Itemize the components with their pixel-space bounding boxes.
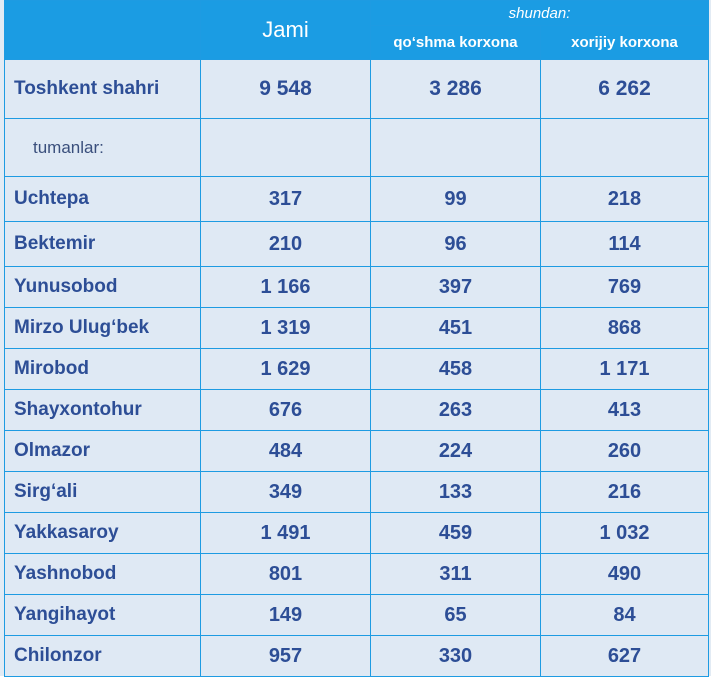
cell-qoshma: 96 (370, 221, 541, 267)
enterprises-table: Jami shundan: qo‘shma korxona xorijiy ko… (4, 0, 710, 677)
cell-xorijiy: 769 (539, 266, 710, 308)
row-name: Uchtepa (4, 176, 201, 222)
cell-xorijiy: 627 (539, 635, 710, 677)
cell-qoshma: 311 (370, 553, 541, 595)
row-name: Yunusobod (4, 266, 201, 308)
row-name: Bektemir (4, 221, 201, 267)
row-name: Sirg‘ali (4, 471, 201, 513)
cell-jami: 349 (200, 471, 371, 513)
cell-jami: 210 (200, 221, 371, 267)
row-name: Yangihayot (4, 594, 201, 636)
cell-jami: 317 (200, 176, 371, 222)
cell-qoshma: 133 (370, 471, 541, 513)
cell-qoshma: 263 (370, 389, 541, 431)
row-name: Shayxontohur (4, 389, 201, 431)
cell-qoshma: 224 (370, 430, 541, 472)
table-row-city: Toshkent shahri 9 548 3 286 6 262 (4, 59, 710, 119)
header-qoshma-korxona: qo‘shma korxona (370, 25, 541, 60)
cell-jami: 801 (200, 553, 371, 595)
cell-xorijiy: 868 (539, 307, 710, 349)
header-shundan: shundan: (369, 0, 710, 27)
cell-qoshma: 99 (370, 176, 541, 222)
table-row: Sirg‘ali 349 133 216 (4, 471, 710, 513)
table-row: Chilonzor 957 330 627 (4, 635, 710, 677)
table-header: Jami shundan: qo‘shma korxona xorijiy ko… (4, 0, 710, 60)
table-row: Yakkasaroy 1 491 459 1 032 (4, 512, 710, 554)
cell-qoshma: 3 286 (370, 59, 541, 119)
cell-jami: 149 (200, 594, 371, 636)
cell-jami: 1 491 (200, 512, 371, 554)
table-row: Mirobod 1 629 458 1 171 (4, 348, 710, 390)
empty-cell (370, 118, 541, 177)
table-row: Olmazor 484 224 260 (4, 430, 710, 472)
cell-jami: 957 (200, 635, 371, 677)
table-row: Uchtepa 317 99 218 (4, 176, 710, 222)
cell-qoshma: 65 (370, 594, 541, 636)
cell-jami: 676 (200, 389, 371, 431)
cell-jami: 1 319 (200, 307, 371, 349)
cell-jami: 9 548 (200, 59, 371, 119)
cell-qoshma: 330 (370, 635, 541, 677)
cell-xorijiy: 1 171 (539, 348, 710, 390)
cell-jami: 1 629 (200, 348, 371, 390)
table-row: Yashnobod 801 311 490 (4, 553, 710, 595)
cell-xorijiy: 490 (539, 553, 710, 595)
table-row: Yangihayot 149 65 84 (4, 594, 710, 636)
table-row: Mirzo Ulug‘bek 1 319 451 868 (4, 307, 710, 349)
cell-xorijiy: 1 032 (539, 512, 710, 554)
header-corner-cell (4, 0, 201, 60)
cell-qoshma: 458 (370, 348, 541, 390)
cell-xorijiy: 413 (539, 389, 710, 431)
table-body: Toshkent shahri 9 548 3 286 6 262 tumanl… (4, 59, 710, 677)
header-xorijiy-korxona: xorijiy korxona (539, 25, 710, 60)
cell-xorijiy: 114 (539, 221, 710, 267)
row-name: Yakkasaroy (4, 512, 201, 554)
row-name: Toshkent shahri (4, 59, 201, 119)
cell-xorijiy: 216 (539, 471, 710, 513)
table-row-section: tumanlar: (4, 118, 710, 177)
empty-cell (200, 118, 371, 177)
row-name: Chilonzor (4, 635, 201, 677)
row-name: Mirobod (4, 348, 201, 390)
cell-jami: 484 (200, 430, 371, 472)
cell-xorijiy: 84 (539, 594, 710, 636)
cell-qoshma: 459 (370, 512, 541, 554)
cell-xorijiy: 6 262 (539, 59, 710, 119)
cell-xorijiy: 218 (539, 176, 710, 222)
row-name: Yashnobod (4, 553, 201, 595)
cell-qoshma: 397 (370, 266, 541, 308)
empty-cell (539, 118, 710, 177)
cell-qoshma: 451 (370, 307, 541, 349)
table-row: Bektemir 210 96 114 (4, 221, 710, 267)
row-name: Mirzo Ulug‘bek (4, 307, 201, 349)
table-row: Shayxontohur 676 263 413 (4, 389, 710, 431)
table-row: Yunusobod 1 166 397 769 (4, 266, 710, 308)
cell-xorijiy: 260 (539, 430, 710, 472)
header-jami: Jami (200, 0, 371, 60)
cell-jami: 1 166 (200, 266, 371, 308)
section-label: tumanlar: (4, 118, 201, 177)
row-name: Olmazor (4, 430, 201, 472)
